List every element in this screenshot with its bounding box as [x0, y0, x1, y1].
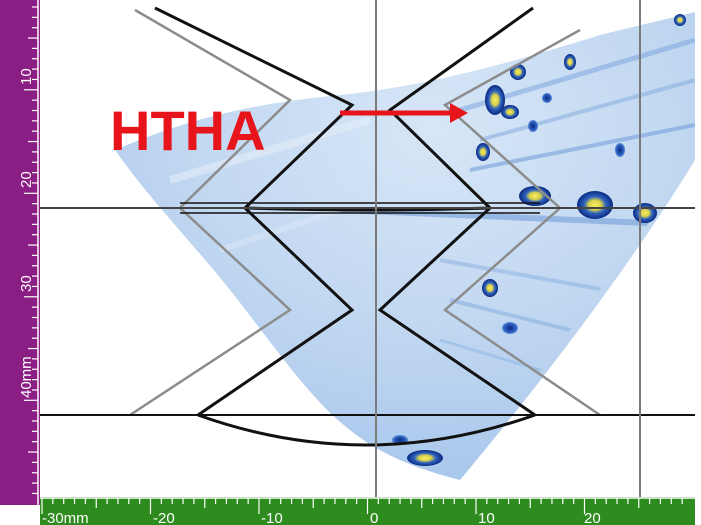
horizontal-tick-label-0: 0 [370, 510, 378, 525]
indication [615, 143, 625, 157]
horizontal-ruler-ticks [41, 498, 683, 514]
indication [501, 105, 519, 119]
indication [482, 279, 498, 297]
sector-scan-image[interactable]: HTHA [40, 0, 695, 497]
arrow-right-icon [340, 103, 468, 123]
horizontal-tick-label-20: 20 [584, 510, 601, 525]
indication [542, 93, 552, 103]
cursor-lines[interactable] [40, 0, 695, 497]
htha-annotation-label: HTHA [110, 99, 266, 162]
indication [633, 203, 657, 223]
indication [674, 14, 686, 26]
horizontal-tick-label-minus10: -10 [261, 510, 283, 525]
vertical-tick-label-20: 20 [18, 171, 35, 188]
indication [476, 143, 490, 161]
indication [528, 120, 538, 132]
indication [577, 191, 613, 219]
horizontal-tick-label-minus20: -20 [153, 510, 175, 525]
horizontal-tick-label-minus30: -30mm [42, 510, 89, 525]
vertical-depth-ruler[interactable]: 10 20 30 40mm [0, 0, 40, 505]
horizontal-index-ruler[interactable]: -30mm -20 -10 0 10 20 [40, 497, 695, 525]
indication [564, 54, 576, 70]
vertical-ruler-ticks [24, 6, 38, 495]
indication [407, 450, 443, 466]
horizontal-tick-label-10: 10 [478, 510, 495, 525]
vertical-tick-label-40mm: 40mm [18, 356, 35, 398]
indication [502, 322, 518, 334]
vertical-tick-label-30: 30 [18, 275, 35, 292]
vertical-tick-label-10: 10 [18, 68, 35, 85]
indication [519, 186, 551, 206]
indication [485, 85, 505, 115]
